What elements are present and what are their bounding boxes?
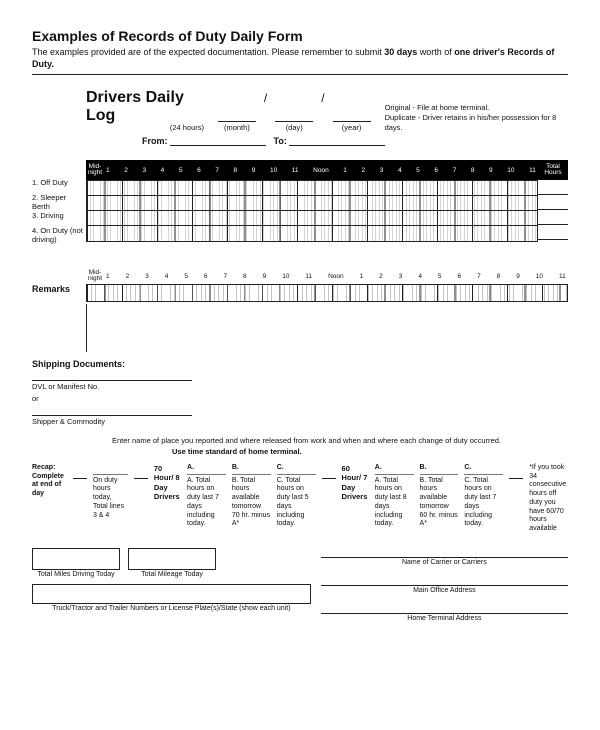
page-subtitle: The examples provided are of the expecte… (32, 46, 568, 70)
year-input[interactable] (333, 110, 371, 122)
a2-text: A. Total hours on duty last 8 days inclu… (375, 477, 414, 530)
recap-7day: 60 Hour/ 7 Day Drivers (342, 464, 369, 502)
slash-icon: / (262, 91, 269, 105)
home-label: Home Terminal Address (321, 615, 568, 622)
shipper-input[interactable] (32, 406, 192, 416)
sub-c: worth of (417, 47, 454, 57)
truck-input[interactable] (32, 584, 311, 604)
col-b: B. (232, 464, 271, 475)
from-to-row: From: To: (142, 136, 568, 146)
office-input[interactable] (321, 576, 568, 586)
to-input[interactable] (289, 136, 385, 146)
remarks-grid: Remarks Mid- night 1234567891011Noon1234… (32, 268, 568, 302)
office-label: Main Office Address (321, 587, 568, 594)
col-a2: A. (375, 464, 414, 475)
b2-text: B. Total hours available tomorrow 60 hr.… (420, 477, 459, 530)
a1-text: A. Total hours on duty last 7 days inclu… (187, 477, 226, 530)
row-sleeper: 2. Sleeper Berth (32, 193, 86, 211)
c1-text: C. Total hours on duty last 5 days inclu… (277, 477, 316, 530)
shipping-title: Shipping Documents: (32, 358, 568, 371)
remarks-ruler[interactable] (86, 284, 568, 302)
recap-section: Recap: Complete at end of day On duty ho… (32, 464, 568, 534)
col-b2: B. (420, 464, 459, 475)
total-hours-label: Total Hours (538, 164, 568, 177)
mileage-input[interactable] (128, 548, 216, 570)
or-label: or (32, 394, 192, 403)
from-label: From: (142, 136, 168, 146)
col-a: A. (187, 464, 226, 475)
miles-input[interactable] (32, 548, 120, 570)
remarks-label: Remarks (32, 268, 86, 302)
col-c: C. (277, 464, 316, 475)
log-title: Drivers Daily Log (86, 89, 212, 125)
instruction-2: Use time standard of home terminal. (172, 447, 568, 456)
slash-icon: / (319, 91, 326, 105)
note-original: Original - File at home terminal. (385, 103, 568, 113)
totals-column[interactable] (538, 180, 568, 242)
to-label: To: (274, 136, 287, 146)
page-title: Examples of Records of Duty Daily Form (32, 28, 568, 44)
title-row: Drivers Daily Log (24 hours) (month) / (… (86, 89, 568, 132)
dvl-input[interactable] (32, 371, 192, 381)
log-rows[interactable] (86, 180, 538, 242)
recap-title: Recap: Complete at end of day (32, 464, 67, 499)
day-input[interactable] (275, 110, 313, 122)
b1-text: B. Total hours available tomorrow 70 hr.… (232, 477, 271, 530)
midnight-label: Mid- night (86, 270, 104, 283)
hours24: (24 hours) (162, 123, 212, 132)
vertical-line (86, 304, 568, 352)
note-duplicate: Duplicate - Driver retains in his/her po… (385, 113, 568, 133)
from-input[interactable] (170, 136, 266, 146)
home-input[interactable] (321, 604, 568, 614)
midnight-label: Mid- night (86, 164, 104, 177)
day-label: (day) (286, 123, 303, 132)
row-driving: 3. Driving (32, 211, 86, 226)
time-bar-remarks: Mid- night 1234567891011Noon123456789101… (86, 268, 568, 284)
mileage-label: Total Mileage Today (128, 571, 216, 578)
carrier-input[interactable] (321, 548, 568, 558)
row-off-duty: 1. Off Duty (32, 178, 86, 193)
recap-onduty: On duty hours today, Total lines 3 & 4 (93, 477, 128, 521)
shipper-label: Shipper & Commodity (32, 417, 192, 426)
recap-8day: 70 Hour/ 8 Day Drivers (154, 464, 181, 502)
recap-star: *If you took 34 consecutive hours off du… (529, 464, 568, 534)
divider (32, 74, 568, 75)
footer-section: Total Miles Driving Today Total Mileage … (32, 548, 568, 622)
year-label: (year) (342, 123, 362, 132)
time-bar-top: Mid- night 1234567891011Noon123456789101… (86, 160, 568, 180)
sub-a: The examples provided are of the expecte… (32, 47, 384, 57)
dvl-label: DVL or Manifest No. (32, 382, 192, 391)
c2-text: C. Total hours on duty last 7 days inclu… (464, 477, 503, 530)
sub-b: 30 days (384, 47, 417, 57)
truck-label: Truck/Tractor and Trailer Numbers or Lic… (32, 605, 311, 612)
row-on-duty: 4. On Duty (not driving) (32, 226, 86, 246)
col-c2: C. (464, 464, 503, 475)
month-input[interactable] (218, 110, 256, 122)
miles-label: Total Miles Driving Today (32, 571, 120, 578)
carrier-label: Name of Carrier or Carriers (321, 559, 568, 566)
month-label: (month) (224, 123, 250, 132)
instruction-1: Enter name of place you reported and whe… (112, 436, 568, 445)
log-grid: 1. Off Duty 2. Sleeper Berth 3. Driving … (32, 160, 568, 246)
